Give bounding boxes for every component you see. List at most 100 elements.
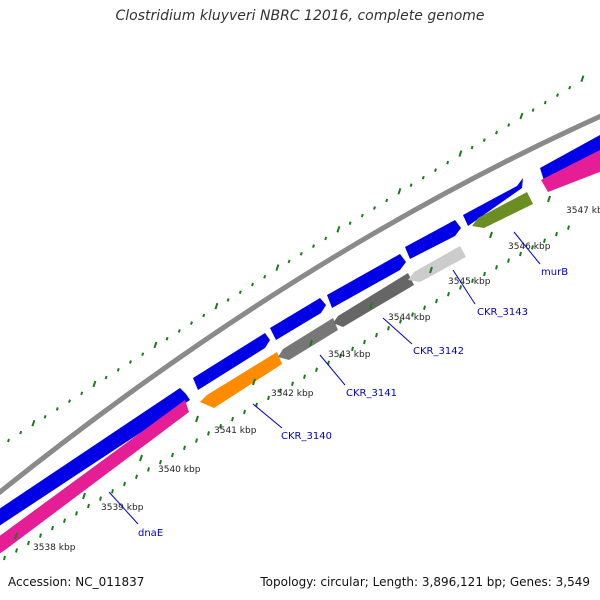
minor-tick bbox=[15, 548, 18, 553]
tick-label: 3547 kbp bbox=[566, 206, 600, 216]
tick-label: 3541 kbp bbox=[214, 426, 257, 436]
minor-tick bbox=[87, 503, 90, 509]
outer-tick bbox=[177, 329, 181, 333]
minor-tick bbox=[447, 291, 450, 297]
minor-tick bbox=[567, 225, 570, 230]
gene-CKR_3142[interactable] bbox=[333, 273, 414, 327]
minor-tick bbox=[111, 489, 114, 494]
outer-tick bbox=[568, 85, 572, 90]
minor-tick bbox=[27, 540, 30, 546]
outer-tick bbox=[324, 236, 328, 241]
outer-tick bbox=[92, 380, 97, 388]
accession-text: Accession: NC_011837 bbox=[8, 575, 145, 589]
minor-tick bbox=[51, 525, 54, 531]
forward-gene-arrow[interactable] bbox=[327, 254, 406, 308]
gene-label-CKR_3140[interactable]: CKR_3140 bbox=[281, 431, 332, 442]
gene-CKR_3140[interactable] bbox=[200, 352, 282, 408]
outer-tick bbox=[397, 188, 402, 195]
tick-label: 3540 kbp bbox=[158, 465, 201, 475]
gene-CKR_3143[interactable] bbox=[408, 246, 466, 282]
label-connector bbox=[319, 354, 346, 386]
forward-gene-arrow[interactable] bbox=[540, 132, 600, 184]
outer-tick bbox=[31, 419, 36, 427]
outer-tick bbox=[202, 313, 206, 318]
outer-tick bbox=[287, 259, 291, 264]
minor-tick bbox=[375, 332, 378, 338]
reverse-gene-arrow[interactable] bbox=[541, 148, 600, 192]
minor-tick bbox=[423, 305, 426, 310]
gene-label-CKR_3141[interactable]: CKR_3141 bbox=[346, 388, 397, 399]
minor-tick bbox=[507, 258, 510, 263]
gene-label-CKR_3142[interactable]: CKR_3142 bbox=[413, 346, 464, 357]
minor-tick bbox=[351, 346, 354, 352]
outer-tick bbox=[434, 168, 437, 172]
outer-tick bbox=[385, 198, 389, 203]
minor-tick bbox=[303, 374, 306, 379]
outer-tick bbox=[580, 75, 585, 83]
outer-tick bbox=[165, 336, 169, 341]
outer-tick bbox=[68, 399, 71, 403]
genome-summary-text: Topology: circular; Length: 3,896,121 bp… bbox=[260, 575, 590, 589]
gene-label-CKR_3143[interactable]: CKR_3143 bbox=[477, 307, 528, 318]
gene-labels: dnaE CKR_3140 CKR_3141 CKR_3142 CKR_3143 murB bbox=[108, 231, 568, 539]
minor-tick bbox=[399, 319, 402, 324]
minor-tick bbox=[279, 388, 282, 394]
minor-tick bbox=[63, 518, 66, 523]
outer-tick bbox=[409, 183, 413, 188]
outer-tick bbox=[104, 375, 108, 380]
outer-tick bbox=[312, 244, 315, 248]
scale-ticks: 3538 kbp 3539 kbp 3540 kbp 3541 kbp 3542 kbp… bbox=[3, 195, 600, 561]
minor-tick bbox=[483, 271, 486, 277]
outer-tick bbox=[226, 298, 230, 302]
minor-tick bbox=[159, 459, 162, 465]
gene-label-murB[interactable]: murB bbox=[541, 267, 568, 278]
forward-gene-arrow[interactable] bbox=[463, 178, 523, 226]
minor-tick bbox=[219, 423, 222, 429]
outer-tick bbox=[495, 130, 498, 135]
minor-tick bbox=[171, 452, 174, 458]
major-tick bbox=[195, 415, 199, 423]
tick-label: 3539 kbp bbox=[101, 503, 144, 513]
minor-tick bbox=[531, 245, 534, 250]
tick-label: 3543 kbp bbox=[328, 350, 371, 360]
gene-dnaE[interactable] bbox=[0, 400, 189, 560]
minor-tick bbox=[75, 511, 78, 516]
major-tick bbox=[489, 231, 493, 239]
major-tick bbox=[547, 195, 551, 203]
outer-tick bbox=[336, 226, 341, 233]
minor-tick bbox=[267, 395, 270, 401]
outer-tick bbox=[507, 123, 511, 127]
label-connector bbox=[452, 269, 476, 305]
outer-tick bbox=[275, 264, 280, 271]
minor-tick bbox=[519, 251, 522, 257]
forward-gene-arrow[interactable] bbox=[270, 298, 326, 340]
outer-tick bbox=[214, 302, 219, 310]
minor-tick bbox=[543, 238, 546, 243]
forward-gene-arrow[interactable] bbox=[405, 220, 461, 259]
outer-tick bbox=[116, 367, 120, 372]
gene-label-dnaE[interactable]: dnaE bbox=[138, 528, 163, 539]
gene-CKR_3141[interactable] bbox=[278, 318, 338, 360]
minor-tick bbox=[411, 312, 414, 317]
outer-tick-row bbox=[7, 75, 585, 443]
major-tick bbox=[369, 302, 373, 310]
minor-tick bbox=[435, 298, 438, 304]
forward-gene-arrow[interactable] bbox=[193, 333, 270, 390]
minor-tick bbox=[207, 431, 210, 436]
major-tick bbox=[14, 532, 18, 540]
tick-label: 3544 kbp bbox=[388, 313, 431, 323]
minor-tick bbox=[495, 265, 498, 270]
outer-tick bbox=[190, 321, 193, 325]
minor-tick bbox=[555, 231, 558, 237]
minor-tick bbox=[363, 339, 366, 345]
minor-tick bbox=[231, 416, 234, 422]
tick-label: 3545 kbp bbox=[448, 277, 491, 287]
outer-tick bbox=[251, 282, 254, 287]
major-tick bbox=[252, 378, 256, 386]
minor-tick bbox=[3, 555, 6, 561]
minor-tick bbox=[183, 445, 186, 450]
gene-murB[interactable] bbox=[472, 192, 533, 228]
forward-gene-arrow[interactable] bbox=[0, 388, 190, 532]
outer-tick bbox=[360, 213, 364, 218]
